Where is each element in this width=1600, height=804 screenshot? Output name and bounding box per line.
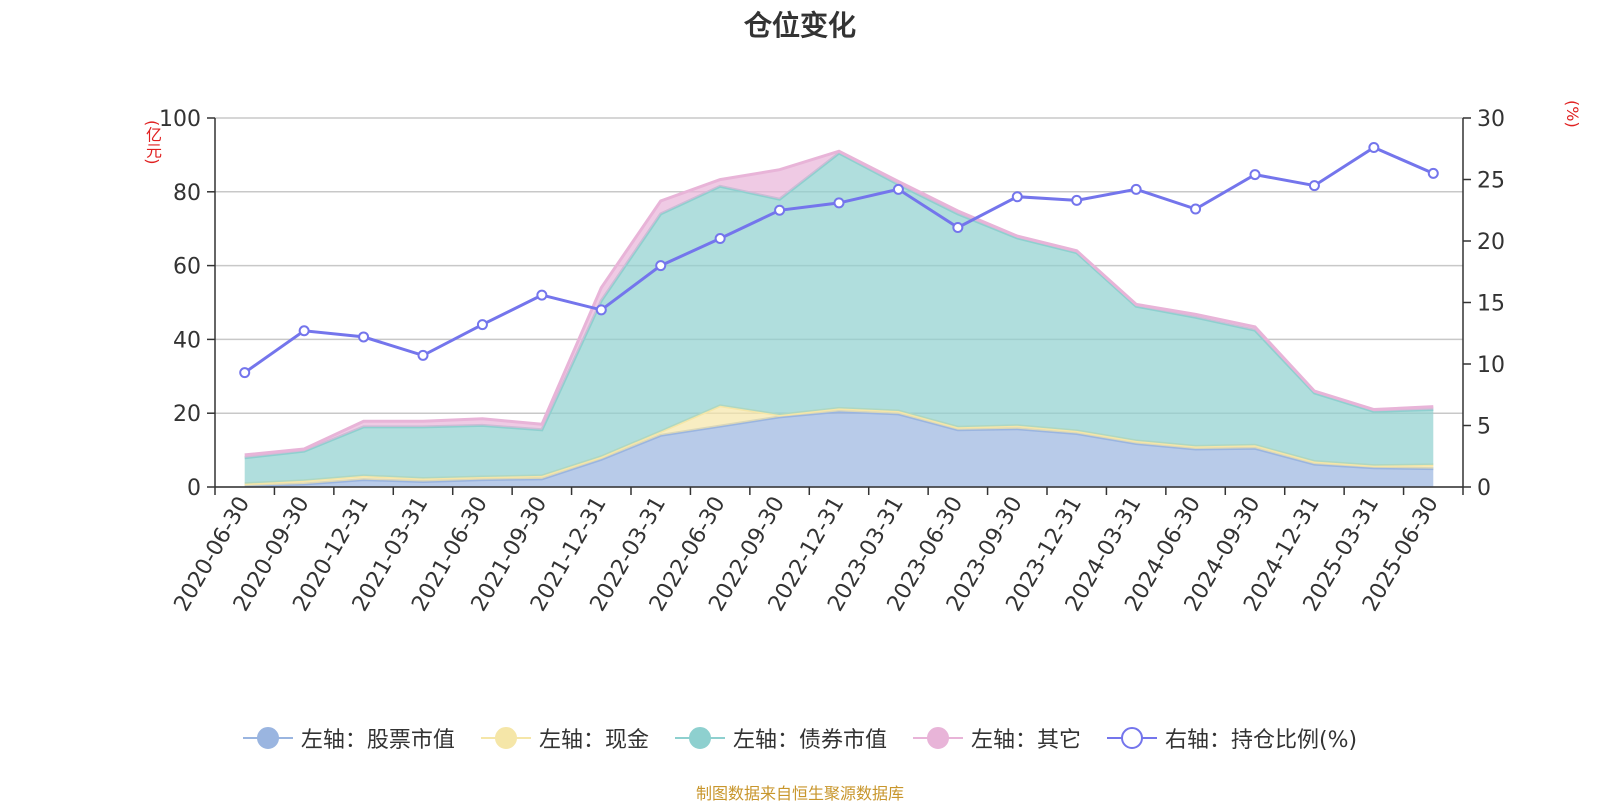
- ratio-point: [417, 349, 429, 361]
- ratio-point: [298, 325, 310, 337]
- ratio-point: [714, 233, 726, 245]
- ratio-point: [1308, 180, 1320, 192]
- ratio-point: [833, 197, 845, 209]
- legend-label: 左轴：债券市值: [732, 728, 887, 753]
- ratio-point: [239, 367, 251, 379]
- legend-symbol: [1106, 727, 1157, 749]
- area-series-0: [244, 411, 1434, 487]
- legend-symbol: [242, 727, 293, 749]
- ratio-point: [1249, 169, 1261, 181]
- left-axis-tick-label: 60: [173, 255, 201, 280]
- left-axis-tick-label: 40: [173, 328, 201, 353]
- right-axis-unit: (%): [1563, 100, 1582, 128]
- right-axis-tick-label: 20: [1477, 230, 1505, 255]
- chart-title: 仓位变化: [743, 9, 856, 42]
- legend-label: 右轴：持仓比例(%): [1164, 728, 1358, 753]
- left-axis-unit: (亿元): [143, 120, 162, 165]
- ratio-point: [655, 260, 667, 272]
- ratio-point: [1368, 142, 1380, 154]
- ratio-point: [952, 221, 964, 233]
- legend-item-3[interactable]: 左轴：其它: [912, 722, 1081, 754]
- legend-label: 左轴：股票市值: [300, 728, 455, 753]
- ratio-point: [1190, 203, 1202, 215]
- area-series-line-3: [244, 149, 1434, 457]
- chart-legend: 左轴：股票市值 左轴：现金 左轴：债券市值 左轴：其它 右轴：持仓比例(%): [0, 722, 1600, 754]
- area-series-2: [244, 153, 1434, 484]
- right-axis-tick-label: 25: [1477, 169, 1505, 194]
- legend-item-1[interactable]: 左轴：现金: [480, 722, 649, 754]
- ratio-point: [892, 183, 904, 195]
- ratio-point: [1130, 183, 1142, 195]
- chart-canvas: 0204060801000510152025302020-06-302020-0…: [159, 107, 1505, 616]
- left-axis-tick-label: 100: [159, 107, 201, 132]
- ratio-point: [1011, 191, 1023, 203]
- ratio-point: [595, 304, 607, 316]
- legend-label: 左轴：现金: [538, 728, 649, 753]
- ratio-point: [1071, 194, 1083, 206]
- legend-symbol: [912, 727, 963, 749]
- left-axis-tick-label: 80: [173, 181, 201, 206]
- legend-item-0[interactable]: 左轴：股票市值: [242, 722, 455, 754]
- legend-symbol: [674, 727, 725, 749]
- ratio-point: [536, 289, 548, 301]
- right-axis-tick-label: 30: [1477, 107, 1505, 132]
- data-source-note: 制图数据来自恒生聚源数据库: [695, 784, 904, 803]
- ratio-point: [774, 204, 786, 216]
- legend-label: 左轴：其它: [970, 728, 1081, 753]
- left-axis-tick-label: 0: [187, 476, 201, 501]
- right-axis-tick-label: 10: [1477, 353, 1505, 378]
- legend-item-4[interactable]: 右轴：持仓比例(%): [1106, 722, 1358, 754]
- right-axis-tick-label: 0: [1477, 476, 1491, 501]
- ratio-point: [1427, 167, 1439, 179]
- legend-item-2[interactable]: 左轴：债券市值: [674, 722, 887, 754]
- ratio-point: [358, 331, 370, 343]
- area-series-1: [244, 405, 1434, 486]
- right-axis-tick-label: 5: [1477, 415, 1491, 440]
- left-axis-tick-label: 20: [173, 402, 201, 427]
- right-axis-tick-label: 15: [1477, 292, 1505, 317]
- legend-symbol: [480, 727, 531, 749]
- ratio-point: [476, 319, 488, 331]
